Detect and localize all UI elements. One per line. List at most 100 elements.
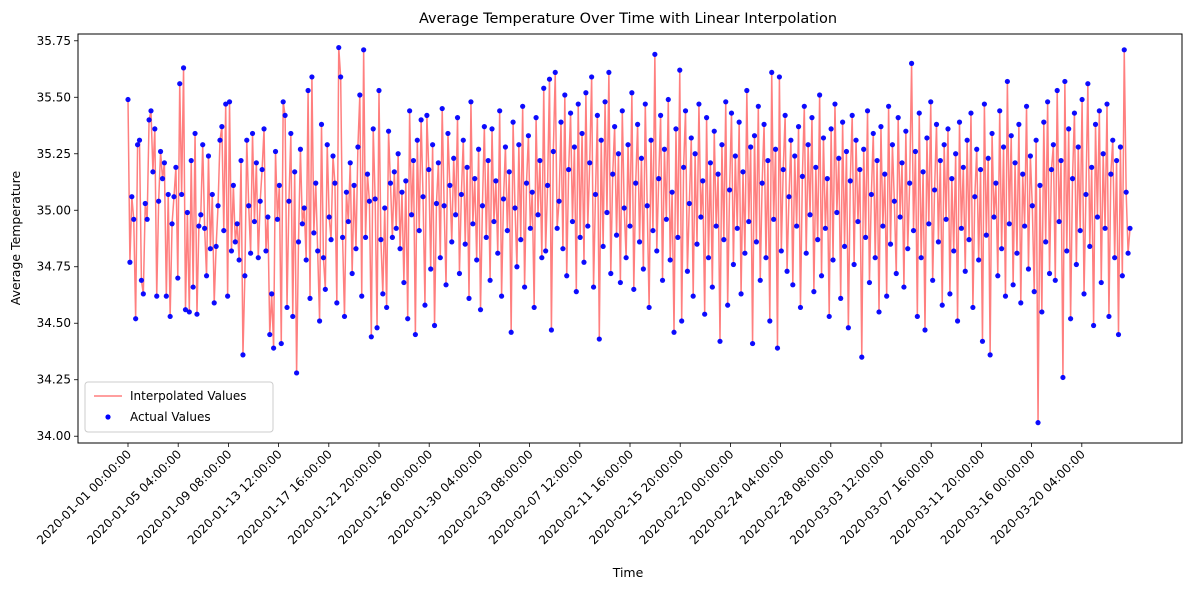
actual-value-point	[520, 103, 526, 109]
actual-value-point	[157, 148, 164, 155]
actual-value-point	[872, 255, 878, 261]
actual-value-point	[690, 293, 696, 299]
actual-value-point	[782, 112, 788, 118]
actual-value-point	[958, 225, 965, 231]
actual-value-point	[767, 318, 773, 324]
actual-value-point	[707, 160, 714, 166]
actual-value-point	[1014, 250, 1020, 256]
actual-value-point	[1091, 322, 1097, 329]
actual-value-point	[901, 284, 907, 290]
actual-value-point	[341, 313, 348, 320]
actual-value-point	[723, 99, 729, 105]
actual-value-point	[1087, 243, 1093, 250]
y-tick-label: 35.00	[37, 203, 71, 217]
actual-value-point	[439, 105, 445, 112]
actual-value-point	[1112, 255, 1118, 261]
actual-value-point	[190, 284, 196, 290]
actual-value-point	[408, 212, 415, 218]
actual-value-point	[500, 196, 507, 202]
actual-value-point	[1058, 157, 1064, 164]
actual-value-point	[970, 304, 976, 311]
actual-value-point	[481, 124, 487, 130]
actual-value-point	[652, 51, 658, 57]
actual-value-point	[608, 270, 614, 277]
actual-value-point	[1108, 171, 1114, 177]
actual-value-point	[320, 255, 327, 261]
actual-value-point	[156, 198, 162, 204]
actual-value-point	[784, 268, 790, 274]
actual-value-point	[951, 248, 957, 254]
actual-value-point	[437, 255, 443, 261]
actual-value-point	[732, 153, 738, 159]
actual-value-point	[843, 148, 850, 155]
actual-value-point	[740, 169, 746, 175]
actual-value-point	[1045, 99, 1051, 105]
actual-value-point	[431, 322, 438, 329]
actual-value-point	[694, 241, 700, 247]
actual-value-point	[523, 180, 530, 186]
actual-value-point	[449, 239, 455, 245]
actual-value-point	[1117, 144, 1124, 150]
actual-value-point	[443, 282, 449, 288]
actual-value-point	[1092, 121, 1099, 127]
actual-value-point	[1006, 221, 1012, 227]
y-tick-label: 34.75	[37, 260, 71, 274]
actual-value-point	[594, 112, 600, 118]
actual-value-point	[1033, 137, 1039, 143]
actual-value-point	[510, 119, 516, 125]
actual-value-point	[665, 96, 671, 103]
actual-value-point	[1031, 289, 1037, 295]
actual-value-point	[504, 227, 510, 234]
actual-value-point	[301, 205, 307, 211]
actual-value-point	[935, 239, 942, 245]
actual-value-point	[470, 221, 476, 227]
actual-value-point	[922, 327, 928, 333]
actual-value-point	[1100, 151, 1106, 157]
actual-value-point	[575, 101, 581, 107]
actual-value-point	[870, 130, 876, 137]
actual-value-point	[395, 151, 401, 157]
actual-value-point	[257, 198, 263, 204]
actual-value-point	[182, 307, 189, 313]
actual-value-point	[1023, 103, 1030, 109]
actual-value-point	[1022, 223, 1028, 229]
actual-value-point	[1073, 261, 1079, 268]
actual-value-point	[414, 137, 420, 143]
actual-value-point	[479, 203, 486, 209]
actual-value-point	[728, 110, 735, 116]
actual-value-point	[874, 157, 880, 164]
actual-value-point	[366, 198, 372, 204]
actual-value-point	[435, 160, 441, 166]
actual-value-point	[589, 74, 595, 80]
actual-value-point	[606, 69, 612, 76]
actual-value-point	[215, 203, 221, 209]
actual-value-point	[820, 135, 827, 141]
actual-value-point	[234, 221, 240, 227]
actual-value-point	[989, 130, 995, 137]
actual-value-point	[518, 237, 524, 243]
interpolated-line-layer	[127, 46, 1131, 424]
y-tick-label: 34.50	[37, 316, 71, 330]
actual-value-point	[914, 313, 920, 320]
actual-value-point	[146, 117, 152, 123]
actual-value-point	[288, 130, 294, 137]
actual-value-point	[778, 248, 784, 254]
actual-value-point	[947, 291, 953, 297]
actual-value-point	[142, 200, 148, 207]
actual-value-point	[476, 146, 482, 152]
actual-value-point	[966, 237, 972, 243]
actual-value-point	[692, 151, 698, 157]
actual-value-point	[558, 119, 564, 125]
actual-value-point	[221, 227, 227, 234]
actual-value-point	[225, 293, 231, 299]
actual-value-point	[163, 293, 169, 299]
actual-value-point	[521, 284, 528, 290]
actual-value-point	[573, 289, 579, 295]
actual-value-point	[248, 250, 254, 256]
actual-value-point	[136, 137, 143, 143]
actual-value-point	[318, 121, 325, 127]
actual-value-point	[709, 284, 715, 290]
actual-value-point	[259, 166, 265, 173]
actual-value-point	[671, 329, 677, 335]
actual-value-point	[456, 270, 463, 277]
